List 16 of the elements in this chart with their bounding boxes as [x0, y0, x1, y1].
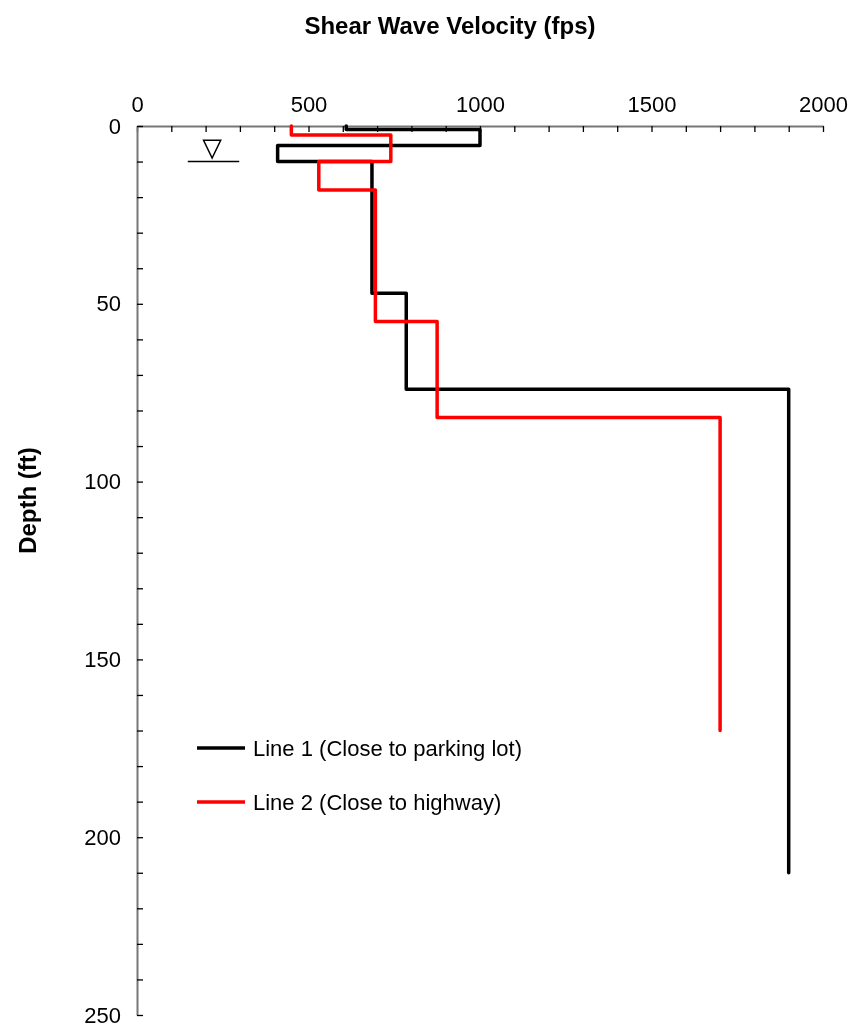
- legend-label: Line 1 (Close to parking lot): [253, 736, 523, 761]
- legend-label: Line 2 (Close to highway): [253, 790, 502, 815]
- x-tick-label: 1500: [627, 92, 677, 117]
- x-axis-title: Shear Wave Velocity (fps): [304, 12, 596, 39]
- y-tick-label: 250: [84, 1002, 121, 1028]
- y-tick-label: 0: [108, 113, 121, 139]
- y-tick-label: 50: [96, 291, 121, 317]
- x-tick-label: 0: [131, 92, 144, 117]
- x-tick-label: 2000: [799, 92, 848, 117]
- y-tick-label: 100: [84, 469, 121, 495]
- y-tick-label: 150: [84, 646, 121, 672]
- x-tick-label: 500: [290, 92, 328, 117]
- x-tick-label: 1000: [456, 92, 505, 117]
- y-tick-label: 200: [84, 824, 121, 850]
- y-axis-title: Depth (ft): [14, 447, 41, 554]
- line-series: [289, 124, 722, 733]
